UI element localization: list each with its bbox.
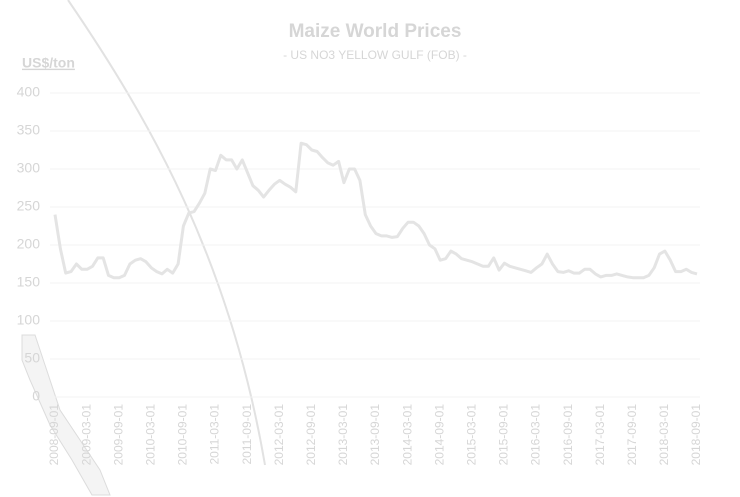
- x-tick-label: 2016-09-01: [561, 404, 575, 466]
- x-tick-label: 2011-09-01: [240, 404, 254, 465]
- x-tick-label: 2015-03-01: [464, 404, 478, 466]
- x-tick-label: 2015-09-01: [497, 404, 511, 466]
- decoration: [67, 0, 266, 466]
- chart-subtitle: - US NO3 YELLOW GULF (FOB) -: [283, 48, 467, 62]
- x-tick-label: 2009-09-01: [111, 404, 125, 466]
- x-tick-label: 2017-09-01: [625, 404, 639, 466]
- y-tick-label: 0: [32, 388, 40, 404]
- y-tick-label: 50: [24, 350, 40, 366]
- x-tick-label: 2018-03-01: [657, 404, 671, 466]
- y-tick-label: 150: [17, 274, 41, 290]
- y-tick-label: 200: [17, 236, 41, 252]
- x-tick-label: 2013-03-01: [336, 404, 350, 466]
- y-tick-label: 350: [17, 122, 41, 138]
- x-tick-label: 2009-03-01: [79, 404, 93, 466]
- x-tick-label: 2012-09-01: [304, 404, 318, 466]
- x-tick-label: 2017-03-01: [593, 404, 607, 466]
- y-tick-label: 100: [17, 312, 41, 328]
- x-tick-label: 2011-03-01: [208, 404, 222, 465]
- x-tick-label: 2016-03-01: [529, 404, 543, 466]
- y-tick-label: 300: [17, 160, 41, 176]
- x-tick-label: 2010-03-01: [143, 404, 157, 466]
- x-tick-label: 2014-03-01: [400, 404, 414, 466]
- y-axis-label: US$/ton: [22, 55, 75, 71]
- x-tick-label: 2018-09-01: [689, 404, 703, 466]
- x-tick-label: 2013-09-01: [368, 404, 382, 466]
- x-tick-label: 2008-09-01: [47, 404, 61, 466]
- series-line: [53, 141, 698, 280]
- y-tick-label: 400: [17, 84, 41, 100]
- x-tick-label: 2010-09-01: [176, 404, 190, 466]
- x-tick-label: 2014-09-01: [432, 404, 446, 466]
- y-tick-label: 250: [17, 198, 41, 214]
- x-tick-label: 2012-03-01: [272, 404, 286, 466]
- decoration: [21, 334, 111, 496]
- chart-title: Maize World Prices: [289, 21, 462, 42]
